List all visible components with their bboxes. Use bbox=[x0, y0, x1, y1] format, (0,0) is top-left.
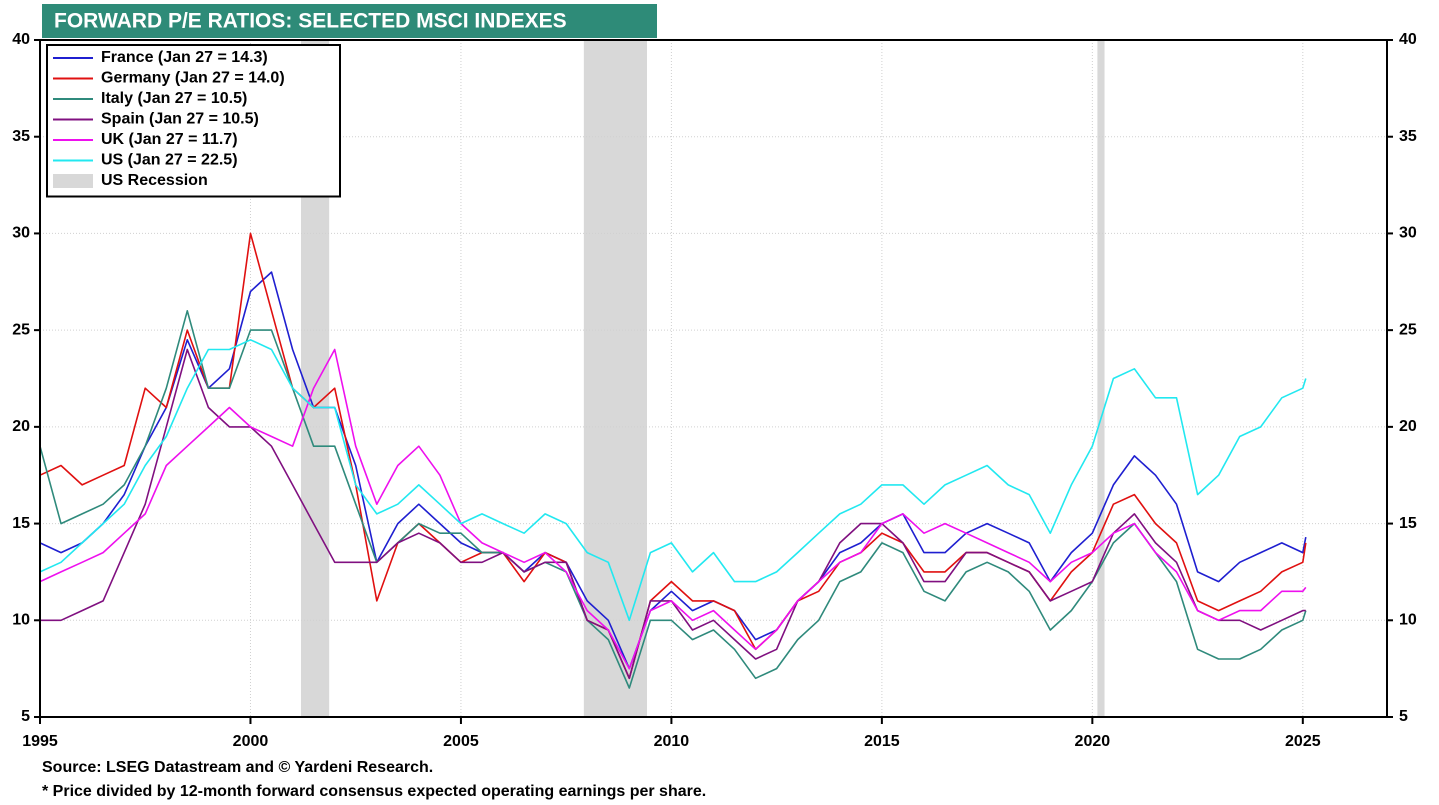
series-line bbox=[39, 232, 1307, 680]
y2-tick-label: 40 bbox=[1399, 31, 1417, 48]
y2-tick-label: 10 bbox=[1399, 612, 1417, 629]
series-line bbox=[39, 339, 1307, 622]
series-line bbox=[39, 271, 1307, 670]
y2-tick-label: 5 bbox=[1399, 708, 1408, 725]
x-tick-label: 2010 bbox=[654, 733, 690, 750]
series-line bbox=[39, 348, 1307, 670]
legend-box bbox=[46, 44, 341, 198]
legend-label: Italy (Jan 27 = 10.5) bbox=[101, 90, 247, 107]
legend-label: US Recession bbox=[101, 172, 208, 189]
legend-swatch bbox=[53, 174, 93, 188]
series-line bbox=[39, 310, 1307, 689]
legend-label: UK (Jan 27 = 11.7) bbox=[101, 131, 238, 148]
x-tick-label: 2005 bbox=[443, 733, 479, 750]
y2-tick-label: 35 bbox=[1399, 128, 1417, 145]
y2-tick-label: 20 bbox=[1399, 418, 1417, 435]
x-tick-label: 2015 bbox=[864, 733, 900, 750]
legend-label: Germany (Jan 27 = 14.0) bbox=[101, 70, 285, 87]
y2-tick-label: 30 bbox=[1399, 225, 1417, 242]
y-tick-label: 10 bbox=[12, 612, 30, 629]
chart-title: FORWARD P/E RATIOS: SELECTED MSCI INDEXE… bbox=[54, 10, 567, 33]
legend-label: US (Jan 27 = 22.5) bbox=[101, 152, 238, 169]
x-tick-label: 2000 bbox=[233, 733, 269, 750]
footnote: * Price divided by 12-month forward cons… bbox=[42, 783, 706, 800]
y-tick-label: 40 bbox=[12, 31, 30, 48]
legend-label: France (Jan 27 = 14.3) bbox=[101, 49, 268, 66]
y-tick-label: 30 bbox=[12, 225, 30, 242]
legend-label: Spain (Jan 27 = 10.5) bbox=[101, 111, 259, 128]
y-tick-label: 5 bbox=[21, 708, 30, 725]
y2-tick-label: 25 bbox=[1399, 321, 1417, 338]
x-tick-label: 2025 bbox=[1285, 733, 1321, 750]
plot-frame bbox=[39, 39, 1388, 718]
recession-band bbox=[1097, 40, 1105, 717]
x-tick-label: 1995 bbox=[22, 733, 58, 750]
recession-band bbox=[583, 40, 647, 717]
y-tick-label: 15 bbox=[12, 515, 30, 532]
x-tick-label: 2020 bbox=[1075, 733, 1111, 750]
y-tick-label: 35 bbox=[12, 128, 30, 145]
series-line bbox=[40, 348, 1306, 680]
source-note: Source: LSEG Datastream and © Yardeni Re… bbox=[42, 759, 433, 776]
y-tick-label: 20 bbox=[12, 418, 30, 435]
y2-tick-label: 15 bbox=[1399, 515, 1417, 532]
y-tick-label: 25 bbox=[12, 321, 30, 338]
title-box bbox=[42, 4, 657, 38]
